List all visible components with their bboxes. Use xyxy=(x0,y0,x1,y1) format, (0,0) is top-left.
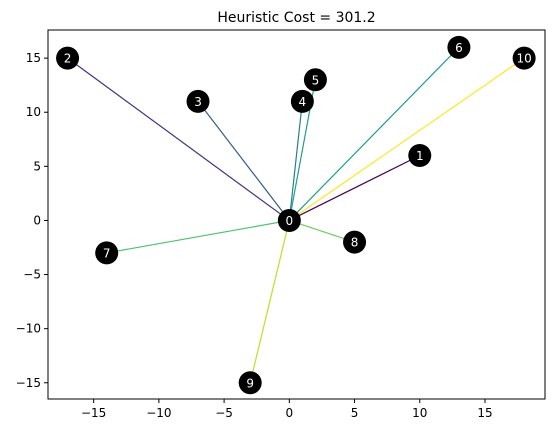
node-9: 9 xyxy=(238,371,262,395)
node-3: 3 xyxy=(186,89,210,113)
node-label: 7 xyxy=(103,246,111,260)
x-axis: −15 −10 −5 0 5 10 15 xyxy=(81,399,493,420)
node-label: 9 xyxy=(246,376,254,390)
y-tick-label: −5 xyxy=(23,268,41,282)
node-label: 5 xyxy=(312,73,320,87)
node-marker xyxy=(408,144,432,168)
node-10: 10 xyxy=(512,46,536,70)
node-label: 4 xyxy=(299,95,307,109)
chart-title: Heuristic Cost = 301.2 xyxy=(217,10,375,26)
node-6: 6 xyxy=(447,35,471,59)
node-label: 6 xyxy=(455,41,463,55)
y-tick-label: 0 xyxy=(33,213,41,227)
y-tick-label: −10 xyxy=(16,322,41,336)
edge-0-9 xyxy=(249,220,290,383)
node-marker xyxy=(238,371,262,395)
nodes-layer: 0 1 2 3 45 6 7 8 9 10 xyxy=(56,35,536,395)
y-tick-label: 10 xyxy=(26,105,41,119)
node-8: 8 xyxy=(343,230,367,254)
node-label: 8 xyxy=(351,236,359,250)
x-tick-label: −5 xyxy=(215,406,233,420)
edge-0-4 xyxy=(288,101,303,221)
node-label: 10 xyxy=(516,52,531,66)
edge-0-2 xyxy=(67,57,290,221)
node-marker xyxy=(343,230,367,254)
x-tick-label: −10 xyxy=(146,406,171,420)
node-0: 0 xyxy=(277,208,301,232)
node-marker xyxy=(512,46,536,70)
edge-0-7 xyxy=(106,219,290,254)
node-2: 2 xyxy=(56,46,80,70)
x-tick-label: 15 xyxy=(477,406,492,420)
node-marker xyxy=(290,89,314,113)
x-tick-label: 5 xyxy=(351,406,359,420)
plot-frame xyxy=(47,29,546,400)
node-label: 2 xyxy=(64,52,72,66)
node-4: 4 xyxy=(290,89,314,113)
node-marker xyxy=(303,68,327,92)
node-marker xyxy=(56,46,80,70)
y-axis: −15 −10 −5 0 5 10 15 xyxy=(16,51,48,390)
node-7: 7 xyxy=(95,241,119,265)
x-tick-label: 10 xyxy=(412,406,427,420)
edges-layer xyxy=(67,46,525,383)
node-label: 1 xyxy=(416,149,424,163)
node-label: 0 xyxy=(286,214,294,228)
y-tick-label: −15 xyxy=(16,376,41,390)
edge-0-3 xyxy=(197,101,290,221)
node-marker xyxy=(277,208,301,232)
edge-0-10 xyxy=(288,57,525,221)
edge-0-6 xyxy=(288,46,460,221)
node-label: 3 xyxy=(194,95,202,109)
x-tick-label: −15 xyxy=(81,406,106,420)
edge-0-1 xyxy=(289,154,421,221)
x-tick-label: 0 xyxy=(286,406,294,420)
node-marker xyxy=(447,35,471,59)
node-5: 5 xyxy=(303,68,327,92)
node-marker xyxy=(186,89,210,113)
y-tick-label: 15 xyxy=(26,51,41,65)
node-marker xyxy=(95,241,119,265)
node-1: 1 xyxy=(408,144,432,168)
y-tick-label: 5 xyxy=(33,159,41,173)
